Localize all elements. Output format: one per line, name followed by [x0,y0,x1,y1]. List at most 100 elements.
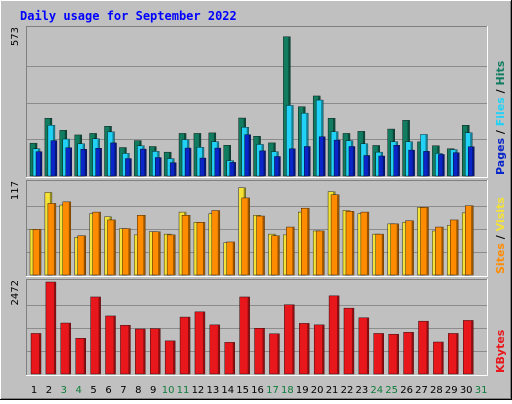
x-label-day-20: 20 [311,385,324,396]
bar-shade [472,147,474,176]
x-label-day-3: 3 [61,385,67,396]
chart-panels: 573 Pages / Files / Hits 117 Sites / Visits… [10,26,507,376]
bar-shade [84,338,86,374]
bar-sites-day-15 [242,198,250,275]
bar-sites-day-3 [63,202,71,275]
bar-shade [367,318,369,374]
bar-shade [114,316,116,374]
bar-shade [323,137,325,176]
bar-sites-day-29 [450,220,458,275]
bar-kbytes-day-18 [284,305,294,374]
y-max-label: 2472 [10,280,21,305]
bar-shade [338,140,340,176]
x-label-day-16: 16 [251,385,264,396]
bar-sites-day-22 [346,211,354,275]
bar-pages-day-16 [260,151,266,176]
bar-sites-day-1 [33,229,41,275]
bar-kbytes-day-12 [195,312,205,374]
bar-shade [54,203,56,275]
bar-shade [40,152,42,176]
x-label-day-30: 30 [460,385,473,396]
bar-shade [218,325,220,374]
bar-shade [249,135,251,176]
x-label-day-18: 18 [281,385,294,396]
x-label-day-27: 27 [415,385,428,396]
bar-shade [218,211,220,275]
bar-shade [158,329,160,374]
bar-kbytes-day-15 [240,297,250,374]
bar-shade [308,146,310,176]
bar-shade [471,320,473,374]
panel-sites_visits: 117 Sites / Visits [10,180,507,277]
x-label-day-19: 19 [296,385,309,396]
bar-shade [456,220,458,275]
bar-shade [277,236,279,275]
bar-shade [128,229,130,275]
legend-separator: / [494,231,507,243]
bar-shade [293,149,295,176]
bar-shade [233,342,235,374]
bar-shade [413,150,415,176]
legend-item-sites: Sites [494,243,507,274]
bar-shade [353,146,355,176]
bar-shade [85,149,87,176]
legend-item-hits: Hits [494,60,507,85]
bar-sites-day-7 [122,229,130,275]
bar-pages-day-8 [140,149,146,176]
x-label-day-14: 14 [221,385,234,396]
bar-shade [203,312,205,374]
bar-shade [442,154,444,176]
bar-sites-day-18 [286,227,294,275]
bar-shade [115,143,117,176]
bar-shade [337,296,339,374]
bar-pages-day-23 [364,155,370,176]
legend-separator: / [494,85,507,97]
bar-pages-day-6 [111,143,117,176]
bar-sites-day-27 [420,207,428,275]
bar-kbytes-day-7 [120,325,130,374]
bar-pages-day-27 [423,151,429,176]
bar-shade [352,211,354,275]
bar-shade [264,151,266,176]
bar-shade [263,216,265,275]
bar-shade [234,162,236,176]
x-label-day-23: 23 [356,385,369,396]
x-label-day-15: 15 [236,385,249,396]
bar-pages-day-18 [289,149,295,176]
bar-pages-day-4 [81,149,87,176]
bar-pages-day-24 [379,156,385,176]
bar-shade [204,158,206,176]
bar-sites-day-5 [93,212,101,275]
bar-shade [99,297,101,374]
bar-shade [54,282,56,374]
bar-shade [174,163,176,176]
bar-shade [69,202,71,275]
bar-shade [158,232,160,275]
bar-shade [203,222,205,275]
bar-shade [39,229,41,275]
bar-pages-day-5 [96,148,102,176]
x-label-day-5: 5 [90,385,96,396]
bar-shade [397,334,399,374]
bar-kbytes-day-19 [299,323,309,374]
bar-kbytes-day-5 [91,297,101,374]
bar-pages-day-29 [453,153,459,176]
bar-shade [412,332,414,374]
legend-kbytes: KBytes [494,329,507,373]
bar-sites-day-25 [391,224,399,275]
bar-sites-day-16 [257,216,265,275]
bar-sites-day-24 [376,234,384,275]
x-label-day-2: 2 [46,385,52,396]
bar-shade [307,208,309,275]
bar-sites-day-17 [271,236,279,275]
bar-pages-day-15 [245,135,251,176]
bar-sites-day-19 [301,208,309,275]
x-label-day-10: 10 [162,385,175,396]
x-label-day-9: 9 [150,385,156,396]
bar-shade [263,328,265,374]
bar-kbytes-day-9 [150,329,160,374]
bar-shade [337,195,339,275]
bar-shade [143,215,145,275]
bar-pages-day-2 [51,141,57,176]
